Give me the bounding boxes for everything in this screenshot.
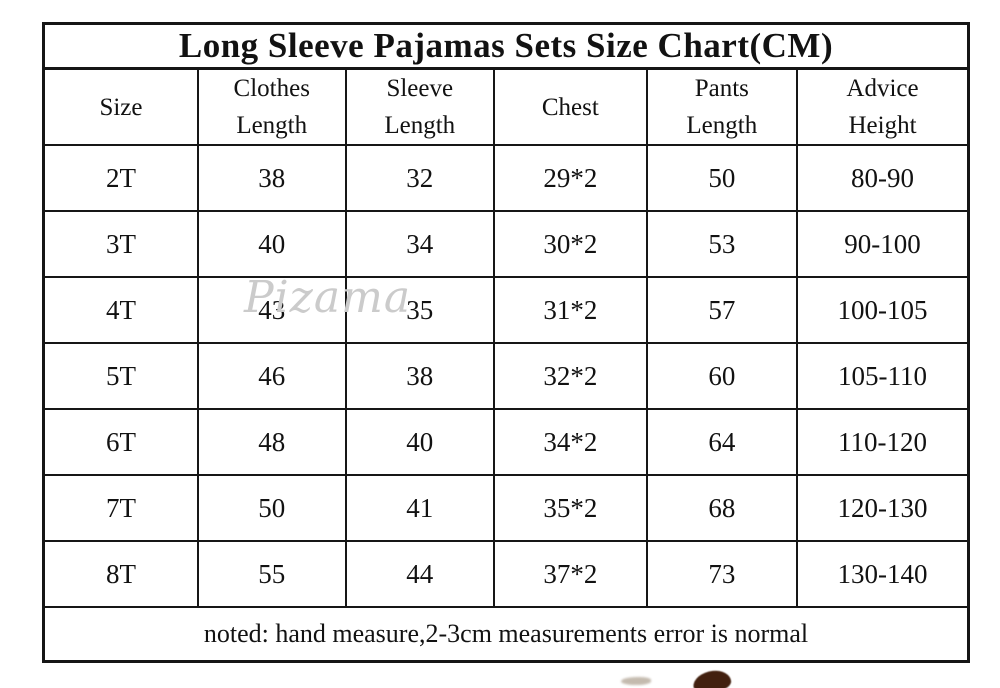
table-cell: 34 [344, 210, 496, 278]
column-header-pants-length: Pants Length [645, 67, 799, 146]
table-cell: 90-100 [796, 210, 970, 278]
table-cell: 38 [344, 342, 496, 410]
size-label-cell: 7T [42, 474, 199, 542]
table-row-4t: 4T 43 35 31*2 57 100-105 [42, 276, 970, 344]
table-cell: 37*2 [493, 540, 648, 608]
table-row-7t: 7T 50 41 35*2 68 120-130 [42, 474, 970, 542]
size-label-cell: 3T [42, 210, 199, 278]
table-cell: 130-140 [796, 540, 970, 608]
table-cell: 105-110 [796, 342, 970, 410]
table-cell: 55 [196, 540, 347, 608]
table-row-3t: 3T 40 34 30*2 53 90-100 [42, 210, 970, 278]
column-header-size: Size [42, 67, 199, 146]
note-row: noted: hand measure,2-3cm measurements e… [42, 606, 970, 662]
table-cell: 44 [344, 540, 496, 608]
table-cell: 43 [196, 276, 347, 344]
table-row-8t: 8T 55 44 37*2 73 130-140 [42, 540, 970, 608]
table-cell: 60 [645, 342, 799, 410]
table-row-6t: 6T 48 40 34*2 64 110-120 [42, 408, 970, 476]
size-label-cell: 5T [42, 342, 199, 410]
column-header-advice-height: Advice Height [796, 67, 970, 146]
table-cell: 41 [344, 474, 496, 542]
size-label-cell: 4T [42, 276, 199, 344]
table-cell: 53 [645, 210, 799, 278]
table-cell: 29*2 [493, 144, 648, 212]
cropped-photo-fragment-dark [692, 669, 732, 688]
column-header-clothes-length: Clothes Length [196, 67, 347, 146]
cropped-photo-fragment-faint [621, 677, 651, 685]
table-cell: 120-130 [796, 474, 970, 542]
table-cell: 30*2 [493, 210, 648, 278]
table-cell: 35*2 [493, 474, 648, 542]
table-cell: 32*2 [493, 342, 648, 410]
table-cell: 64 [645, 408, 799, 476]
size-label-cell: 2T [42, 144, 199, 212]
size-chart-table: Long Sleeve Pajamas Sets Size Chart(CM) … [42, 22, 970, 663]
table-cell: 68 [645, 474, 799, 542]
table-cell: 80-90 [796, 144, 970, 212]
header-row: Size Clothes Length Sleeve Length Chest … [42, 67, 970, 146]
note-text: noted: hand measure,2-3cm measurements e… [42, 606, 970, 662]
table-row-5t: 5T 46 38 32*2 60 105-110 [42, 342, 970, 410]
table-cell: 50 [196, 474, 347, 542]
table-cell: 35 [344, 276, 496, 344]
size-label-cell: 8T [42, 540, 199, 608]
table-cell: 34*2 [493, 408, 648, 476]
table-cell: 40 [344, 408, 496, 476]
table-cell: 73 [645, 540, 799, 608]
title-row: Long Sleeve Pajamas Sets Size Chart(CM) [42, 22, 970, 70]
table-cell: 50 [645, 144, 799, 212]
chart-title: Long Sleeve Pajamas Sets Size Chart(CM) [42, 22, 970, 70]
table-cell: 38 [196, 144, 347, 212]
table-cell: 31*2 [493, 276, 648, 344]
table-cell: 57 [645, 276, 799, 344]
table-cell: 32 [344, 144, 496, 212]
table-cell: 100-105 [796, 276, 970, 344]
table-cell: 110-120 [796, 408, 970, 476]
column-header-sleeve-length: Sleeve Length [344, 67, 496, 146]
table-cell: 48 [196, 408, 347, 476]
table-row-2t: 2T 38 32 29*2 50 80-90 [42, 144, 970, 212]
size-label-cell: 6T [42, 408, 199, 476]
table-cell: 46 [196, 342, 347, 410]
column-header-chest: Chest [493, 67, 648, 146]
table-cell: 40 [196, 210, 347, 278]
